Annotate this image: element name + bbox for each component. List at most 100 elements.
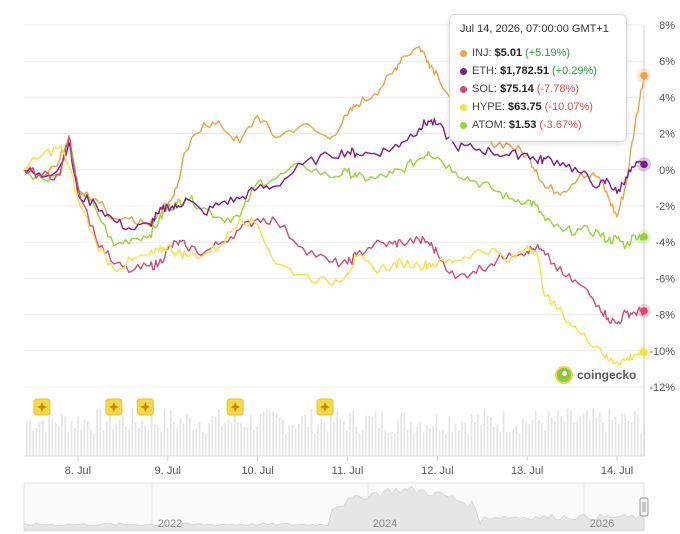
tooltip-price: $75.14 bbox=[500, 83, 534, 95]
volume-bar bbox=[634, 411, 636, 456]
volume-bar bbox=[150, 413, 153, 456]
volume-bar bbox=[611, 419, 614, 456]
volume-bar bbox=[192, 430, 194, 456]
tooltip-change: (-10.07%) bbox=[544, 101, 593, 113]
series-line-hype[interactable] bbox=[23, 145, 645, 366]
tooltip-row-atom: ATOM: $1.53 (-3.67%) bbox=[460, 116, 616, 134]
volume-bar bbox=[541, 423, 543, 456]
volume-bar bbox=[390, 431, 393, 456]
volume-bar bbox=[38, 422, 41, 456]
volume-bar bbox=[451, 431, 454, 456]
event-marker-star-badge-icon[interactable] bbox=[33, 398, 51, 416]
coingecko-logo-icon bbox=[555, 366, 573, 384]
event-markers[interactable] bbox=[33, 398, 334, 416]
volume-bar bbox=[522, 418, 524, 456]
volume-bar bbox=[51, 418, 54, 456]
series-lines[interactable] bbox=[23, 46, 645, 366]
tooltip-asset-name: SOL: bbox=[472, 83, 498, 95]
chart-tooltip: Jul 14, 2026, 07:00:00 GMT+1 INJ: $5.01 (+… bbox=[449, 14, 627, 142]
volume-bar bbox=[550, 416, 553, 456]
volume-bar bbox=[278, 417, 281, 456]
navigator-year-label: 2022 bbox=[158, 518, 182, 530]
volume-bar bbox=[288, 425, 290, 456]
legend-dot-icon bbox=[460, 103, 467, 111]
volume-bar bbox=[467, 433, 470, 456]
tooltip-change: (+5.19%) bbox=[525, 47, 571, 59]
volume-bar bbox=[512, 429, 514, 456]
volume-bar bbox=[115, 423, 118, 456]
volume-bar bbox=[195, 428, 198, 456]
volume-bar bbox=[214, 417, 217, 456]
volume-bar bbox=[566, 408, 569, 456]
volume-bar bbox=[80, 429, 82, 456]
volume-bar bbox=[141, 419, 143, 456]
volume-bar bbox=[291, 424, 294, 456]
volume-bar bbox=[362, 429, 364, 456]
volume-bar bbox=[486, 415, 489, 456]
y-tick-label: 0% bbox=[659, 165, 675, 177]
volume-bar bbox=[42, 420, 44, 456]
series-line-inj[interactable] bbox=[23, 46, 645, 227]
volume-bar bbox=[96, 409, 98, 456]
volume-bar bbox=[346, 430, 348, 456]
series-line-atom[interactable] bbox=[23, 138, 645, 250]
legend-dot-icon bbox=[460, 85, 467, 93]
volume-bar bbox=[237, 422, 239, 456]
volume-bar bbox=[438, 430, 441, 456]
volume-bar bbox=[166, 427, 169, 456]
tooltip-change: (-7.78%) bbox=[536, 83, 579, 95]
end-dot-hype bbox=[640, 348, 648, 357]
volume-bar bbox=[445, 433, 447, 456]
series-line-eth[interactable] bbox=[23, 117, 645, 231]
end-dot-eth bbox=[640, 160, 648, 169]
end-dot-sol bbox=[640, 307, 648, 315]
volume-bar bbox=[282, 419, 284, 456]
tooltip-price: $1,782.51 bbox=[500, 65, 549, 77]
volume-bar bbox=[630, 422, 633, 456]
volume-bar bbox=[310, 409, 313, 456]
event-marker-star-badge-icon[interactable] bbox=[136, 398, 154, 416]
volume-bar bbox=[259, 414, 262, 456]
y-tick-label: -4% bbox=[655, 237, 675, 249]
navigator-year-label: 2026 bbox=[590, 518, 614, 530]
tooltip-asset-name: HYPE: bbox=[472, 101, 506, 113]
volume-bar bbox=[205, 432, 207, 456]
range-navigator[interactable]: 2022 2024 2026 bbox=[23, 482, 649, 532]
volume-bar bbox=[563, 422, 566, 456]
volume-bar bbox=[29, 419, 31, 456]
event-marker-star-badge-icon[interactable] bbox=[105, 398, 123, 416]
volume-bar bbox=[413, 432, 415, 456]
volume-bar bbox=[109, 409, 111, 456]
volume-bar bbox=[67, 432, 70, 456]
volume-bar bbox=[442, 429, 444, 456]
series-line-sol[interactable] bbox=[23, 136, 645, 325]
volume-bar bbox=[387, 433, 390, 456]
volume-bar bbox=[352, 410, 354, 456]
volume-bar bbox=[355, 427, 358, 456]
volume-bar bbox=[250, 414, 252, 456]
volume-bar bbox=[406, 430, 409, 456]
navigator-year-label: 2024 bbox=[373, 518, 397, 530]
volume-bar bbox=[557, 410, 559, 456]
volume-bar bbox=[131, 408, 134, 456]
volume-bar bbox=[157, 424, 159, 456]
volume-bar bbox=[394, 433, 396, 456]
y-axis: 8% 6% 4% 2% 0% -2% -4% -6% -8% -10% -12% bbox=[649, 20, 675, 394]
volume-bar bbox=[554, 421, 556, 456]
volume-bar bbox=[368, 415, 370, 456]
volume-bar bbox=[304, 414, 306, 456]
navigator-handle[interactable] bbox=[639, 497, 649, 517]
volume-bar bbox=[208, 423, 210, 456]
volume-bar bbox=[298, 423, 300, 456]
volume-bar bbox=[477, 414, 479, 456]
volume-bar bbox=[134, 422, 137, 456]
event-marker-star-badge-icon[interactable] bbox=[226, 398, 244, 416]
tooltip-row-sol: SOL: $75.14 (-7.78%) bbox=[460, 80, 616, 98]
event-marker-star-badge-icon[interactable] bbox=[316, 398, 334, 416]
volume-bar bbox=[576, 421, 578, 456]
volume-bar bbox=[582, 413, 585, 456]
volume-bar bbox=[198, 422, 201, 456]
volume-bar bbox=[374, 411, 377, 456]
volume-bar bbox=[144, 425, 146, 456]
